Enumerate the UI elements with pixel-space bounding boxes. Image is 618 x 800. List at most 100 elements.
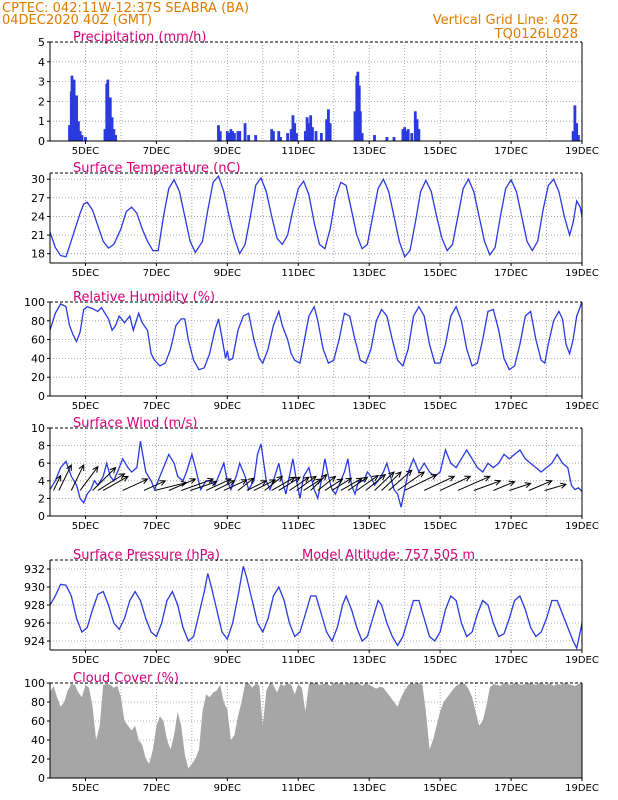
cloud-xtick-label: 15DEC [423, 783, 457, 794]
wind-vector [374, 471, 395, 491]
precipitation-bar [289, 129, 293, 141]
wind-vector [122, 478, 148, 491]
wind-vector-head [320, 473, 328, 481]
precipitation-bar [76, 121, 80, 141]
cloud-ytick-label: 0 [38, 772, 45, 785]
precipitation-bar [80, 135, 84, 141]
wind-vector [53, 475, 62, 491]
wind-xtick-label: 17DEC [494, 521, 528, 532]
precipitation-bar [247, 135, 251, 141]
precipitation-bar [392, 137, 396, 141]
precipitation-bar [410, 133, 414, 141]
cloud-xtick-label: 5DEC [72, 783, 99, 794]
wind-vector [528, 480, 553, 491]
wind-xtick-label: 9DEC [214, 521, 241, 532]
precipitation-bar [229, 129, 233, 141]
wind-vector [189, 481, 217, 491]
precipitation-bar [243, 123, 247, 141]
precipitation-bar [413, 111, 417, 141]
precipitation-bar [231, 131, 235, 141]
precipitation-bar [385, 137, 389, 141]
humidity-xtick-label: 5DEC [72, 401, 99, 412]
cloud-ytick-label: 100 [24, 677, 45, 690]
precipitation-bar [75, 95, 78, 141]
cloud-xtick-label: 17DEC [494, 783, 528, 794]
temperature-xtick-label: 15DEC [423, 268, 457, 279]
humidity-ytick-label: 60 [31, 334, 45, 347]
wind-vector [356, 475, 379, 491]
precipitation-xtick-label: 11DEC [281, 146, 315, 157]
wind-vector [509, 482, 531, 491]
wind-vector-head [310, 475, 317, 482]
wind-xtick-label: 11DEC [281, 521, 315, 532]
precipitation-xtick-label: 15DEC [423, 146, 457, 157]
wind-vector [303, 478, 322, 491]
precipitation-bar [327, 109, 330, 141]
wind-xtick-label: 13DEC [352, 521, 386, 532]
humidity-line [49, 301, 583, 371]
precipitation-bar [328, 123, 332, 141]
wind-vector [388, 469, 413, 491]
temperature-ytick-label: 18 [31, 248, 45, 261]
temperature-xtick-label: 5DEC [72, 268, 99, 279]
precipitation-bar [325, 119, 329, 141]
cloud-title: Cloud Cover (%) [73, 671, 179, 686]
wind-vector-head [189, 478, 197, 484]
cloud-area [50, 683, 582, 778]
wind-vector-head [294, 476, 301, 483]
humidity-xtick-label: 15DEC [423, 401, 457, 412]
temperature-ytick-label: 21 [31, 229, 45, 242]
panels: Precipitation (mm/h) 0 1 2 3 4 5 5DEC 7DEC 9DEC 11… [24, 30, 599, 794]
temperature-xtick-label: 11DEC [281, 268, 315, 279]
cloud-xtick-label: 11DEC [281, 783, 315, 794]
wind-vector [97, 473, 125, 491]
wind-vector [143, 480, 166, 491]
humidity-xtick-label: 7DEC [143, 401, 170, 412]
precipitation-bar [401, 129, 405, 141]
header-station: CPTEC: 042:11W-12:37S SEABRA (BA) [2, 1, 249, 16]
wind-panel: Surface Wind (m/s) 0 2 4 6 8 10 5DEC 7DEC 9DEC 11D… [31, 416, 599, 532]
precipitation-bar [293, 123, 297, 141]
pressure-line [49, 566, 583, 651]
precipitation-bar [356, 71, 360, 141]
temperature-line [49, 174, 583, 259]
wind-vector-head [210, 480, 218, 487]
wind-vector-head [55, 474, 62, 482]
precipitation-bar [110, 117, 114, 141]
precipitation-bar [270, 129, 274, 141]
precipitation-bar [303, 131, 307, 141]
precipitation-ytick-label: 4 [38, 56, 45, 69]
wind-ytick-label: 10 [31, 422, 45, 435]
wind-vector [324, 478, 343, 491]
wind-vector-head [109, 466, 117, 474]
wind-vector-head [418, 471, 426, 478]
pressure-ytick-label: 924 [24, 635, 45, 648]
pressure-ytick-label: 926 [24, 617, 45, 630]
humidity-title: Relative Humidity (%) [73, 290, 215, 305]
wind-vector [296, 475, 317, 491]
wind-vector [154, 482, 187, 491]
precipitation-panel: Precipitation (mm/h) 0 1 2 3 4 5 5DEC 7DEC 9DEC 11… [38, 30, 599, 157]
temperature-xtick-label: 19DEC [565, 268, 599, 279]
wind-vector-head [260, 480, 268, 486]
wind-vector [473, 480, 501, 491]
wind-vector-head [545, 480, 553, 486]
precipitation-xtick-label: 13DEC [352, 146, 386, 157]
wind-vector-head [379, 473, 387, 481]
wind-vector [92, 467, 116, 491]
temperature-xtick-label: 13DEC [352, 268, 386, 279]
pressure-annotation: Model Altitude: 757.505 m [302, 548, 475, 563]
precipitation-xtick-label: 9DEC [214, 146, 241, 157]
precipitation-bar [233, 133, 236, 141]
pressure-ytick-label: 932 [24, 563, 45, 576]
precipitation-bar [217, 125, 220, 141]
wind-vector-head [288, 476, 296, 483]
wind-xtick-label: 15DEC [423, 521, 457, 532]
temperature-panel: Surface Temperature (nC) 18 21 24 27 30 5DEC 7D… [31, 161, 599, 279]
precipitation-bar [103, 129, 107, 141]
precipitation-bar [575, 123, 579, 141]
wind-vector-head [388, 471, 395, 478]
wind-vector-head [372, 474, 380, 482]
precipitation-xtick-label: 7DEC [143, 146, 170, 157]
